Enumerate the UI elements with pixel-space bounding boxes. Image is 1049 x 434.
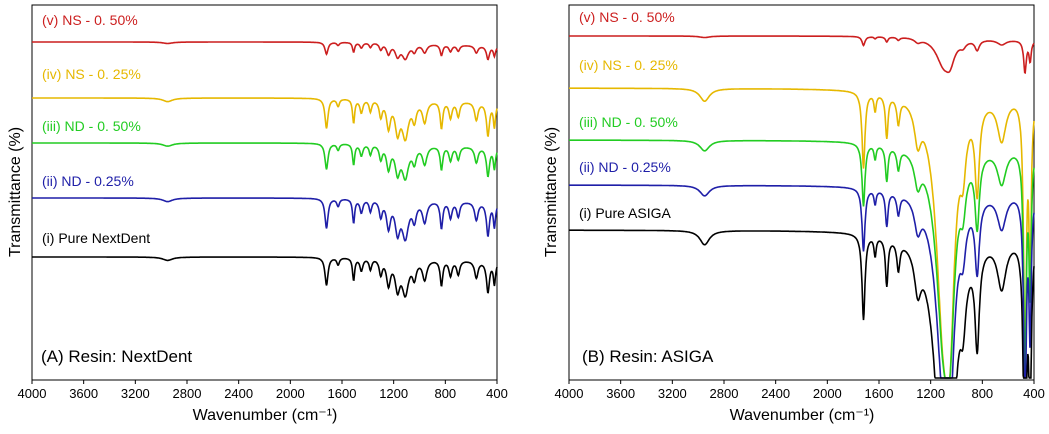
panel-b-ylabel: Transmittance (%) (543, 127, 560, 257)
x-tick-label-400: 400 (1023, 386, 1045, 401)
series-line-2 (569, 87, 1035, 379)
x-tick-label-3600: 3600 (69, 386, 98, 401)
x-tick-label-3200: 3200 (658, 386, 687, 401)
series-label-3: (iii) ND - 0. 50% (42, 118, 141, 134)
panel-a-xlabel: Wavenumber (cm⁻¹) (193, 407, 338, 424)
x-tick-label-2800: 2800 (710, 386, 739, 401)
x-tick-label-2400: 2400 (761, 386, 790, 401)
panel-a-frame (31, 4, 498, 381)
panel-b-title: (B) Resin: ASIGA (582, 347, 714, 366)
series-line-3 (569, 139, 1035, 379)
panel-a-series-labels: (v) NS - 0. 50% (iv) NS - 0. 25% (iii) ND … (42, 12, 150, 246)
x-tick-label-2000: 2000 (813, 386, 842, 401)
series-line-3 (32, 142, 498, 182)
series-label-5: (i) Pure NextDent (42, 230, 150, 246)
series-line-5 (569, 229, 1035, 379)
series-line-4 (569, 184, 1035, 379)
panel-b-xlabel: Wavenumber (cm⁻¹) (730, 407, 875, 424)
series-line-1 (32, 41, 498, 61)
series-label-5: (i) Pure ASIGA (579, 205, 671, 221)
x-tick-label-4000: 4000 (18, 386, 47, 401)
x-tick-label-2000: 2000 (276, 386, 305, 401)
panel-a-series (32, 41, 498, 298)
panel-b: 4000 3600 3200 2800 2400 2000 1600 1200 800 400 (… (543, 4, 1045, 424)
x-tick-label-3600: 3600 (606, 386, 635, 401)
x-tick-label-4000: 4000 (555, 386, 584, 401)
x-tick-label-1200: 1200 (916, 386, 945, 401)
panel-a: 4000 3600 3200 2800 2400 2000 1600 1200 800 400 (… (7, 4, 508, 424)
x-tick-label-400: 400 (486, 386, 508, 401)
x-tick-label-1600: 1600 (865, 386, 894, 401)
series-label-3: (iii) ND - 0. 50% (579, 114, 678, 130)
x-tick-label-800: 800 (971, 386, 993, 401)
series-label-2: (iv) NS - 0. 25% (42, 66, 141, 82)
panel-a-title: (A) Resin: NextDent (41, 347, 192, 366)
panel-a-ylabel: Transmittance (%) (7, 127, 24, 257)
series-line-2 (32, 97, 498, 142)
panel-b-series-labels: (v) NS - 0. 50% (iv) NS - 0. 25% (iii) ND … (579, 9, 678, 221)
series-line-4 (32, 197, 498, 242)
x-tick-label-2400: 2400 (224, 386, 253, 401)
x-tick-label-1200: 1200 (379, 386, 408, 401)
series-label-2: (iv) NS - 0. 25% (579, 57, 678, 73)
panel-b-frame (568, 4, 1035, 381)
series-label-4: (ii) ND - 0.25% (42, 173, 134, 189)
series-line-5 (32, 256, 498, 298)
series-label-1: (v) NS - 0. 50% (579, 9, 675, 25)
panel-a-ticks: 4000 3600 3200 2800 2400 2000 1600 1200 800 400 (18, 380, 508, 401)
x-tick-label-3200: 3200 (121, 386, 150, 401)
series-line-1 (569, 35, 1035, 74)
series-label-1: (v) NS - 0. 50% (42, 12, 138, 28)
panel-b-ticks: 4000 3600 3200 2800 2400 2000 1600 1200 800 400 (555, 380, 1045, 401)
panel-b-series (569, 35, 1035, 379)
series-label-4: (ii) ND - 0.25% (579, 159, 671, 175)
x-tick-label-800: 800 (434, 386, 456, 401)
x-tick-label-2800: 2800 (173, 386, 202, 401)
x-tick-label-1600: 1600 (328, 386, 357, 401)
